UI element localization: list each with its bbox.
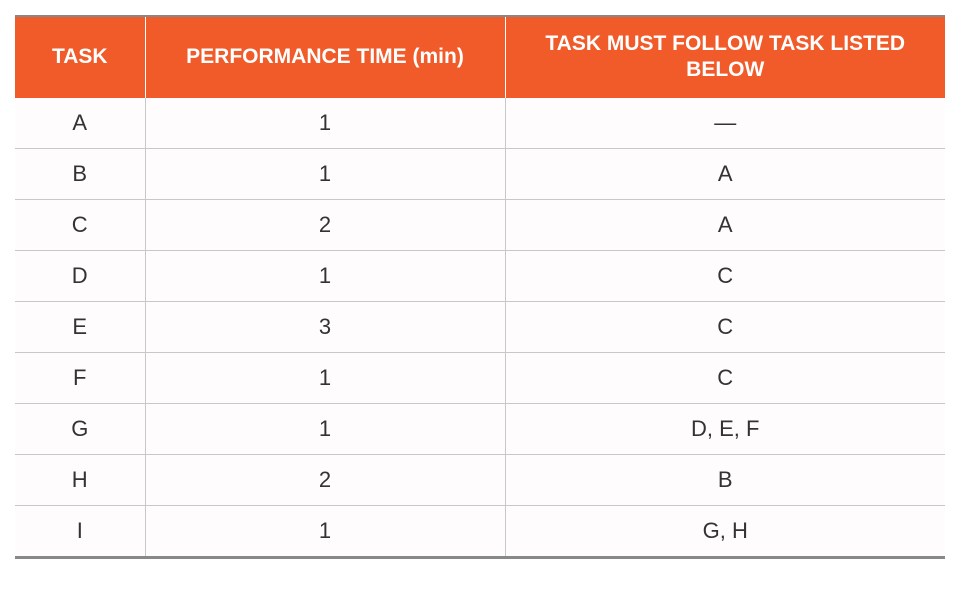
table-row: E 3 C	[15, 301, 945, 352]
header-performance-time: PERFORMANCE TIME (min)	[145, 16, 505, 98]
cell-task: C	[15, 199, 145, 250]
cell-task: I	[15, 505, 145, 557]
cell-follow: A	[505, 199, 945, 250]
cell-time: 1	[145, 148, 505, 199]
cell-task: E	[15, 301, 145, 352]
cell-task: G	[15, 403, 145, 454]
cell-time: 2	[145, 199, 505, 250]
cell-task: H	[15, 454, 145, 505]
cell-follow: G, H	[505, 505, 945, 557]
cell-follow: A	[505, 148, 945, 199]
table-row: I 1 G, H	[15, 505, 945, 557]
cell-follow: D, E, F	[505, 403, 945, 454]
cell-time: 1	[145, 98, 505, 149]
table-row: F 1 C	[15, 352, 945, 403]
table-body: A 1 — B 1 A C 2 A D 1 C E 3 C F 1 C	[15, 98, 945, 558]
cell-time: 3	[145, 301, 505, 352]
table-header: TASK PERFORMANCE TIME (min) TASK MUST FO…	[15, 16, 945, 98]
table-row: G 1 D, E, F	[15, 403, 945, 454]
header-must-follow: TASK MUST FOLLOW TASK LISTED BELOW	[505, 16, 945, 98]
cell-follow: —	[505, 98, 945, 149]
table-row: H 2 B	[15, 454, 945, 505]
cell-time: 1	[145, 352, 505, 403]
cell-follow: C	[505, 352, 945, 403]
table-row: B 1 A	[15, 148, 945, 199]
table-row: D 1 C	[15, 250, 945, 301]
header-task: TASK	[15, 16, 145, 98]
cell-time: 2	[145, 454, 505, 505]
table-row: C 2 A	[15, 199, 945, 250]
cell-time: 1	[145, 250, 505, 301]
cell-task: D	[15, 250, 145, 301]
table-row: A 1 —	[15, 98, 945, 149]
cell-task: F	[15, 352, 145, 403]
cell-follow: C	[505, 250, 945, 301]
cell-time: 1	[145, 505, 505, 557]
task-precedence-table: TASK PERFORMANCE TIME (min) TASK MUST FO…	[15, 15, 945, 559]
cell-task: A	[15, 98, 145, 149]
cell-time: 1	[145, 403, 505, 454]
cell-follow: B	[505, 454, 945, 505]
cell-task: B	[15, 148, 145, 199]
cell-follow: C	[505, 301, 945, 352]
header-row: TASK PERFORMANCE TIME (min) TASK MUST FO…	[15, 16, 945, 98]
